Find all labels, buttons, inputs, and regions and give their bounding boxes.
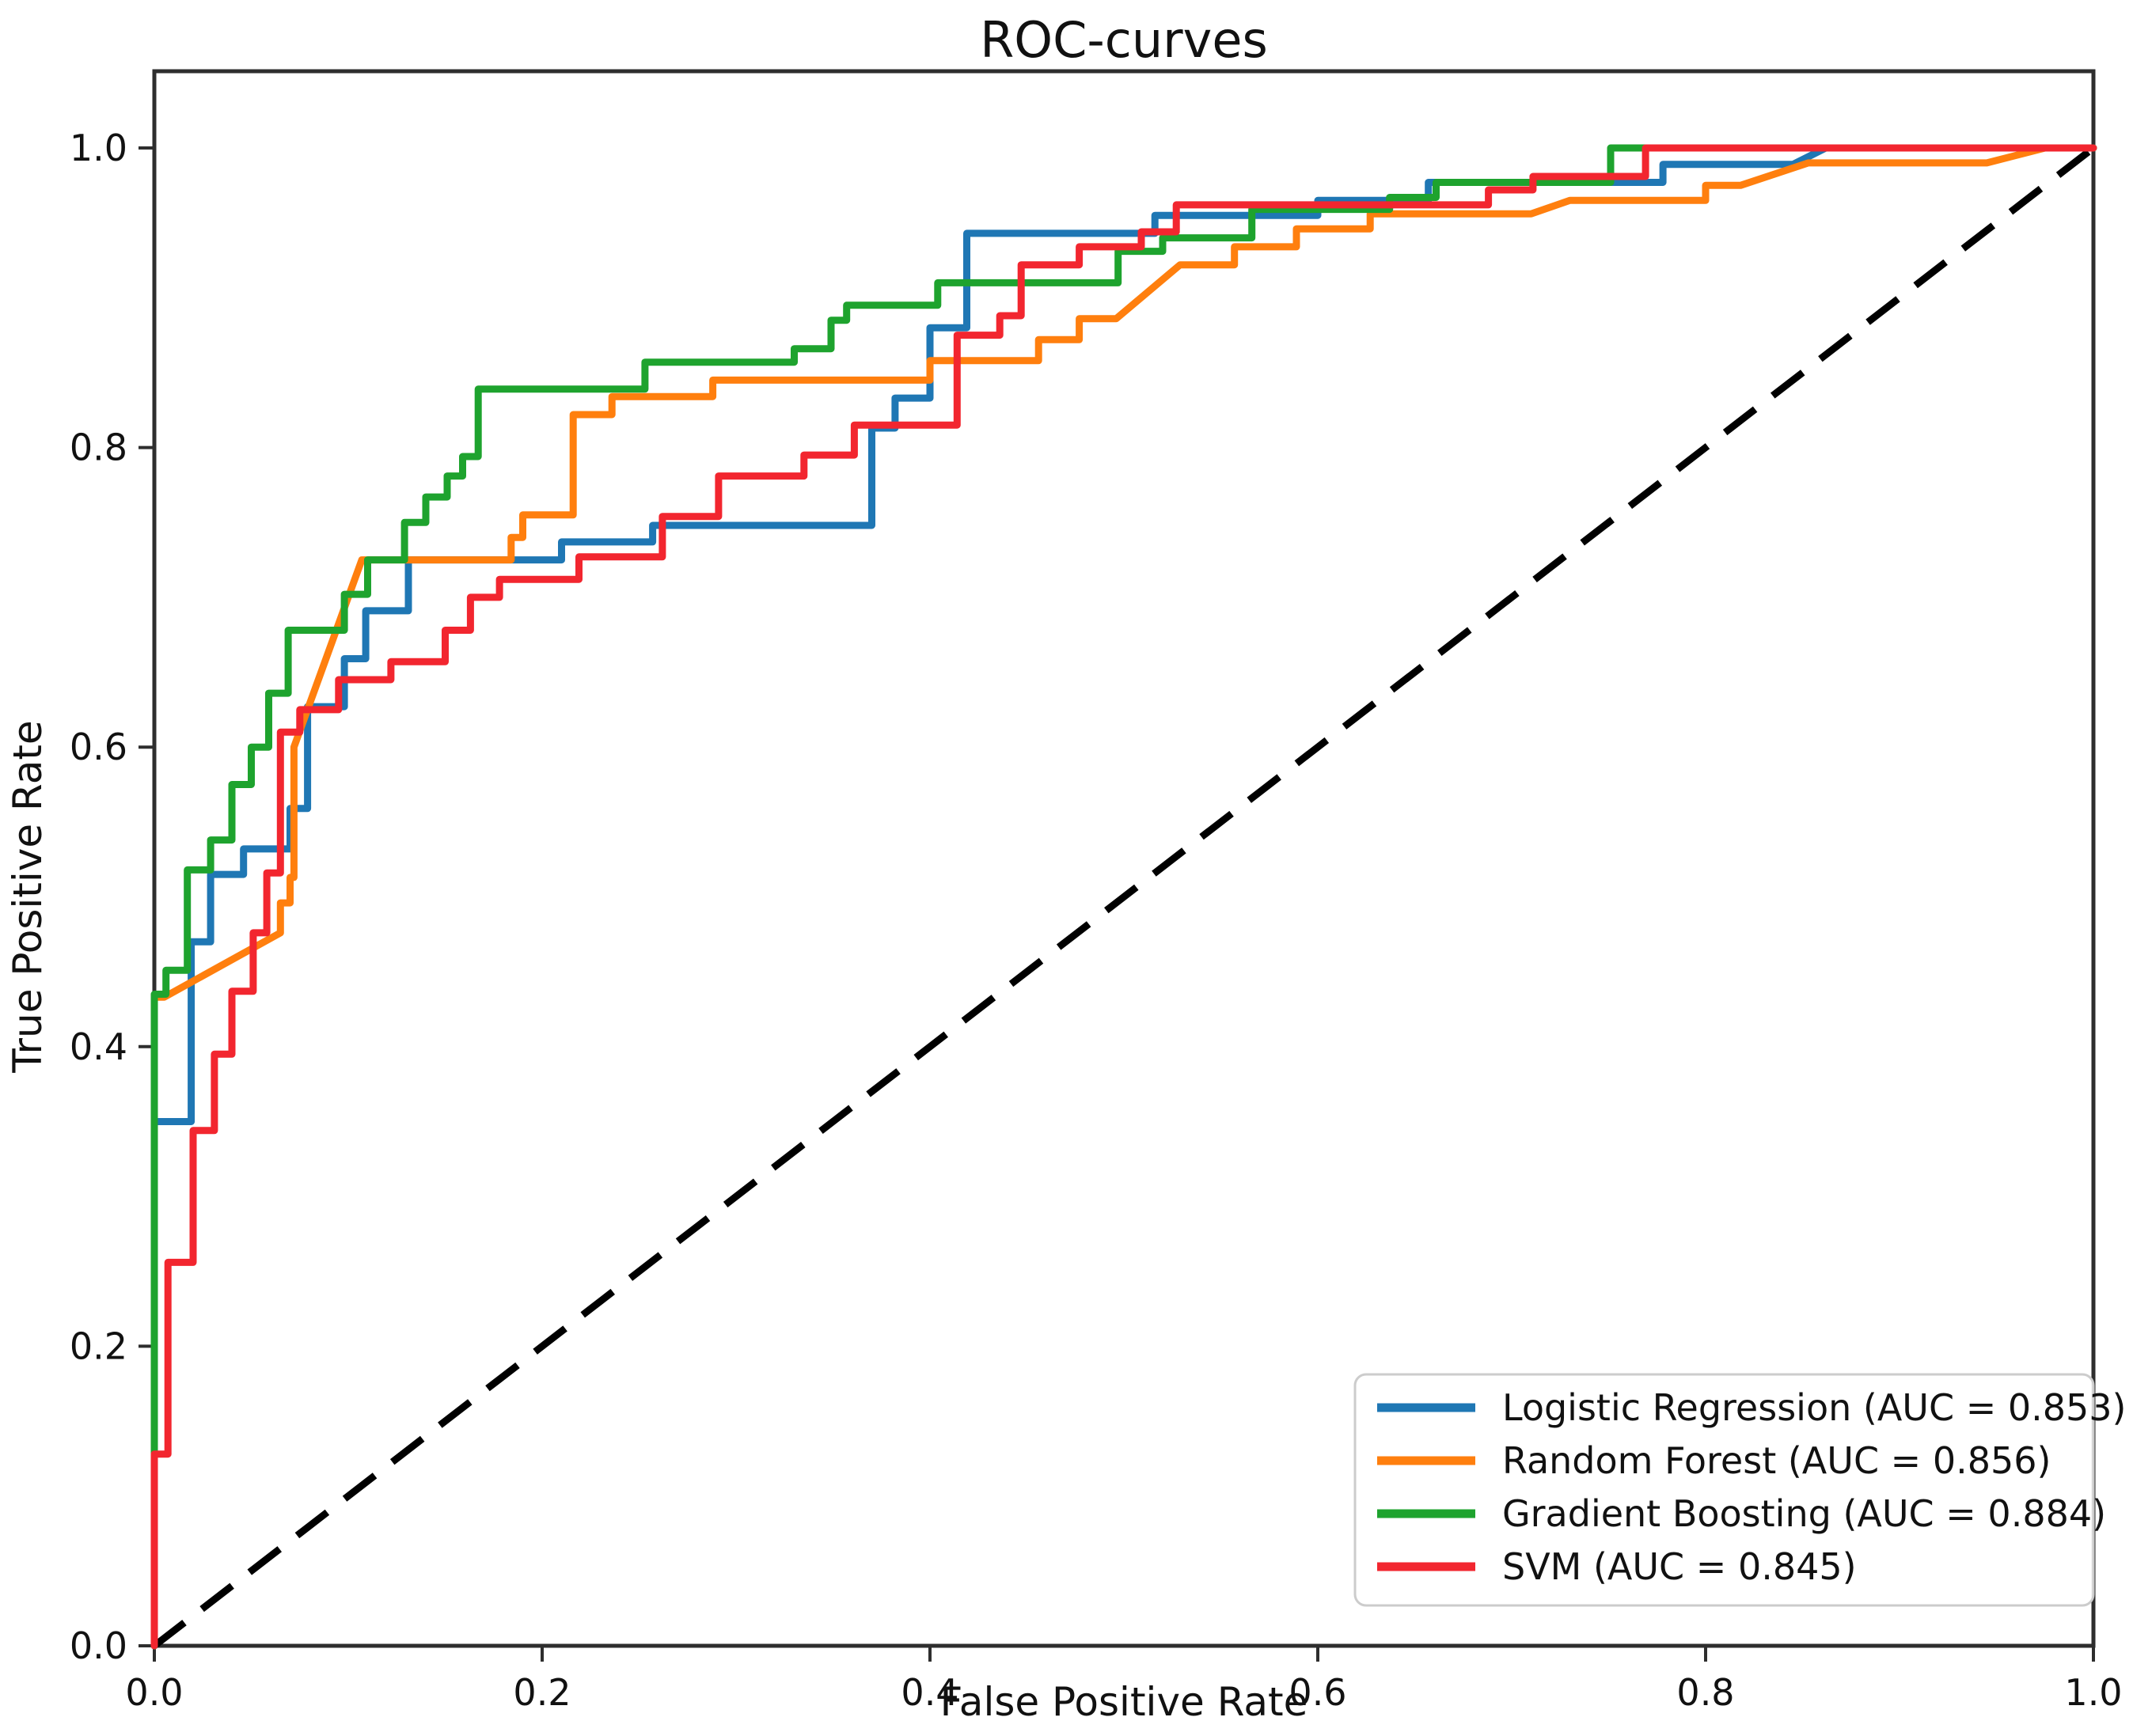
legend-item-gradient-boosting: Gradient Boosting (AUC = 0.884): [1377, 1492, 2106, 1535]
y-tick-label: 0.6: [70, 726, 127, 768]
x-tick-label: 0.8: [1676, 1671, 1734, 1714]
legend-item-random-forest: Random Forest (AUC = 0.856): [1377, 1439, 2051, 1482]
x-tick-label: 0.4: [901, 1671, 958, 1714]
y-axis-label: True Positive Rate: [5, 720, 51, 1073]
legend-item-svm: SVM (AUC = 0.845): [1377, 1545, 1857, 1588]
legend-label: Gradient Boosting (AUC = 0.884): [1502, 1492, 2106, 1535]
x-axis-label: False Positive Rate: [940, 1679, 1308, 1725]
roc-curve-random-forest: [150, 144, 2097, 1650]
x-tick-label: 0.6: [1289, 1671, 1346, 1714]
legend-box: [1353, 1373, 2095, 1607]
y-tick-label: 0.8: [70, 426, 127, 469]
legend-label: SVM (AUC = 0.845): [1502, 1545, 1857, 1588]
roc-curve-gradient-boosting: [150, 144, 2097, 1650]
x-tick-label: 0.2: [513, 1671, 571, 1714]
roc-curve-logistic-regression: [150, 144, 2097, 1650]
y-tick-label: 0.4: [70, 1025, 127, 1068]
legend-item-logistic-regression: Logistic Regression (AUC = 0.853): [1377, 1386, 2127, 1429]
y-tick-label: 1.0: [70, 127, 127, 169]
plot-layer: 0.0 0.2 0.4 0.6 0.8 1.0 0.0 0.2 0.4 0.6 0.8 1.0 Logi…: [70, 69, 2127, 1714]
x-tick-label: 0.0: [125, 1671, 183, 1714]
legend-label: Random Forest (AUC = 0.856): [1502, 1439, 2051, 1482]
x-tick-label: 1.0: [2064, 1671, 2122, 1714]
y-tick-label: 0.2: [70, 1325, 127, 1367]
chart-title: ROC-curves: [980, 11, 1268, 69]
chance-diagonal-line: [152, 145, 2096, 1649]
y-tick-label: 0.0: [70, 1624, 127, 1667]
plot-border: [152, 69, 2096, 1648]
roc-curve-svm: [150, 144, 2097, 1650]
legend-label: Logistic Regression (AUC = 0.853): [1502, 1386, 2127, 1429]
legend: Logistic Regression (AUC = 0.853) Random …: [1353, 1373, 2127, 1607]
